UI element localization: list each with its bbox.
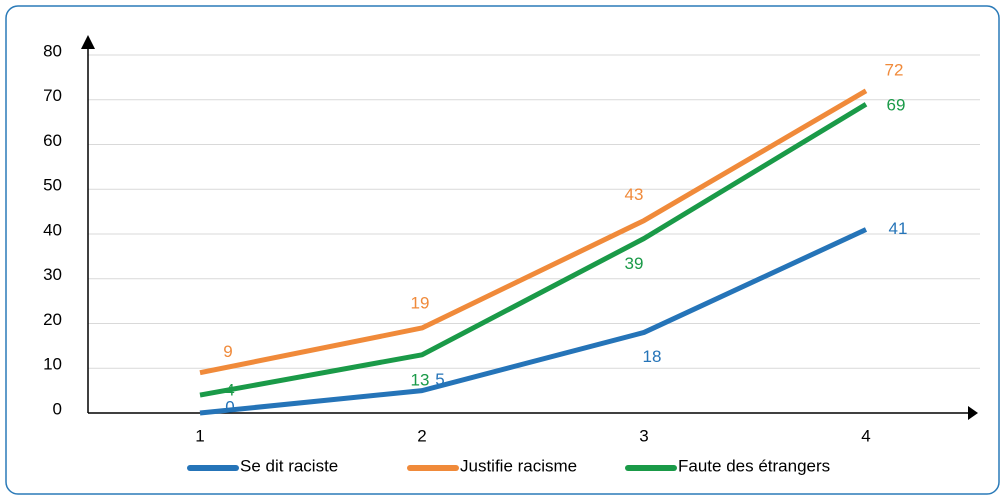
data-label: 0 <box>225 397 234 416</box>
y-tick-label: 80 <box>43 41 62 60</box>
data-label: 69 <box>887 96 906 115</box>
series-line <box>199 88 868 376</box>
y-tick-label: 60 <box>43 131 62 150</box>
series-line <box>199 102 868 398</box>
series-line <box>199 227 868 416</box>
data-label: 72 <box>885 60 904 79</box>
data-label: 18 <box>643 347 662 366</box>
y-tick-label: 20 <box>43 310 62 329</box>
y-tick-label: 50 <box>43 176 62 195</box>
data-label: 13 <box>411 370 430 389</box>
y-axis-arrow <box>81 35 95 49</box>
legend-label: Se dit raciste <box>240 456 338 475</box>
y-tick-label: 0 <box>53 399 62 418</box>
data-label: 5 <box>435 370 444 389</box>
y-tick-label: 70 <box>43 86 62 105</box>
x-tick-label: 1 <box>195 426 204 445</box>
legend-label: Justifie racisme <box>460 456 577 475</box>
x-tick-label: 2 <box>417 426 426 445</box>
data-label: 41 <box>889 219 908 238</box>
x-tick-label: 4 <box>861 426 870 445</box>
data-label: 39 <box>625 254 644 273</box>
y-tick-label: 30 <box>43 265 62 284</box>
y-tick-label: 40 <box>43 220 62 239</box>
data-label: 43 <box>625 185 644 204</box>
data-label: 19 <box>411 293 430 312</box>
legend-label: Faute des étrangers <box>678 456 830 475</box>
data-label: 4 <box>225 381 234 400</box>
y-tick-label: 10 <box>43 355 62 374</box>
frame <box>5 5 1000 495</box>
data-label: 9 <box>223 342 232 361</box>
x-axis-arrow <box>968 406 978 420</box>
x-tick-label: 3 <box>639 426 648 445</box>
